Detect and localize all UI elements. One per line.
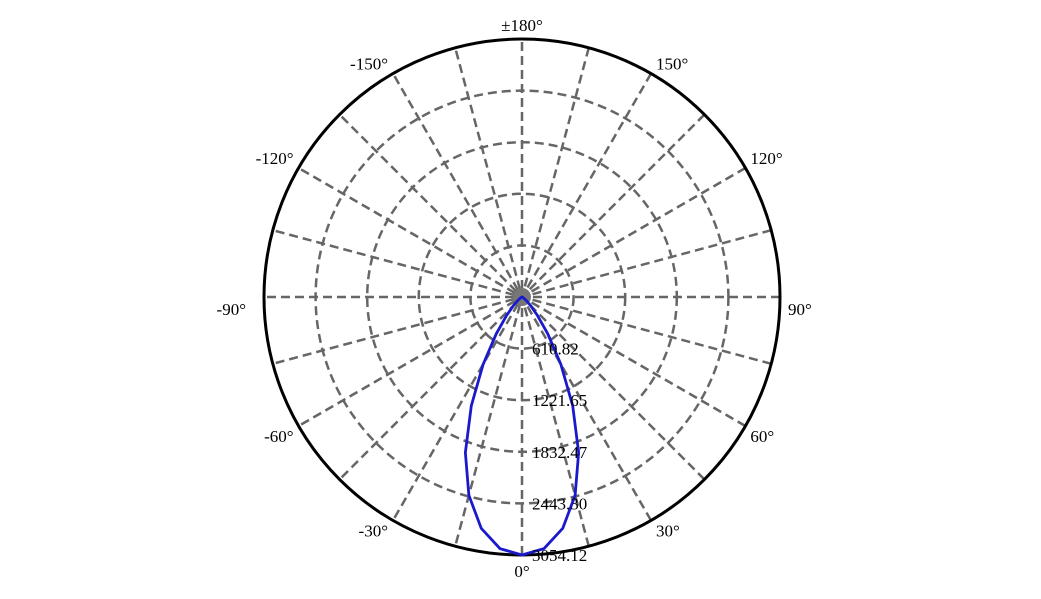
radial-tick-label: 610.82	[532, 340, 579, 359]
radial-tick-label: 1832.47	[532, 443, 588, 462]
angle-label: -60°	[264, 427, 293, 446]
angle-label: -30°	[359, 521, 388, 540]
angle-label: ±180°	[501, 16, 543, 35]
angle-label: 30°	[656, 521, 680, 540]
radial-tick-label: 3054.12	[532, 546, 587, 565]
angle-label: -90°	[217, 300, 246, 319]
label-layer: 610.82 1221.65 1832.47 2443.30 3054.12 ±180° 1…	[217, 16, 812, 581]
grid-ring-1	[469, 244, 575, 350]
angle-label: 0°	[514, 562, 529, 581]
grid-ring-3	[365, 140, 679, 454]
angle-label: 120°	[750, 149, 782, 168]
angle-label: -120°	[256, 149, 294, 168]
grid-ring-4	[314, 89, 730, 505]
grid-ring-2	[417, 192, 627, 402]
angle-label: -150°	[350, 55, 388, 74]
series-curve-1	[463, 295, 581, 557]
series-layer	[463, 295, 581, 557]
angle-label: 60°	[750, 427, 774, 446]
radial-tick-label: 1221.65	[532, 391, 587, 410]
angle-label: 90°	[788, 300, 812, 319]
radial-tick-label: 2443.30	[532, 494, 587, 513]
angle-label: 150°	[656, 55, 688, 74]
